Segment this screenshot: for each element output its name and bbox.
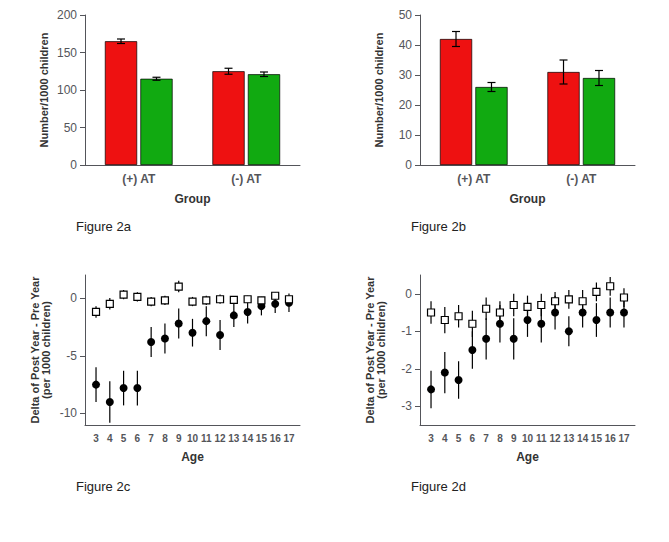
svg-text:Figure 2c: Figure 2c [76,479,131,494]
svg-text:(per 1000 children): (per 1000 children) [40,301,52,399]
svg-text:15: 15 [256,433,268,444]
svg-text:5: 5 [121,433,127,444]
svg-text:8: 8 [162,433,168,444]
svg-text:16: 16 [605,433,617,444]
svg-text:16: 16 [270,433,282,444]
svg-text:-1: -1 [401,324,412,338]
svg-text:20: 20 [399,98,413,112]
svg-text:Group: Group [175,192,211,206]
svg-text:Age: Age [181,450,204,464]
svg-text:150: 150 [57,46,77,60]
svg-text:50: 50 [64,121,78,135]
svg-text:(+) AT: (+) AT [122,172,156,186]
svg-text:Figure 2d: Figure 2d [411,479,466,494]
svg-text:9: 9 [176,433,182,444]
svg-text:-3: -3 [401,399,412,413]
svg-text:14: 14 [242,433,254,444]
svg-text:30: 30 [399,68,413,82]
svg-text:0: 0 [405,158,412,172]
svg-text:14: 14 [577,433,589,444]
svg-text:Figure 2a: Figure 2a [76,219,132,234]
svg-text:17: 17 [618,433,630,444]
svg-text:Number/1000 children: Number/1000 children [38,32,50,147]
svg-text:7: 7 [483,433,489,444]
svg-text:8: 8 [497,433,503,444]
svg-text:4: 4 [442,433,448,444]
svg-text:13: 13 [228,433,240,444]
svg-text:Delta of Post Year - Pre Year: Delta of Post Year - Pre Year [363,276,376,424]
svg-text:17: 17 [283,433,295,444]
svg-text:100: 100 [57,83,77,97]
svg-text:50: 50 [399,8,413,22]
svg-text:15: 15 [591,433,603,444]
svg-text:(-) AT: (-) AT [566,172,597,186]
svg-text:(-) AT: (-) AT [231,172,262,186]
svg-text:13: 13 [563,433,575,444]
svg-text:4: 4 [107,433,113,444]
svg-text:-5: -5 [66,349,77,363]
svg-text:11: 11 [201,433,212,444]
svg-text:Group: Group [510,192,546,206]
svg-text:Delta of Post Year - Pre Year: Delta of Post Year - Pre Year [28,276,41,424]
svg-text:10: 10 [522,433,534,444]
svg-text:Figure 2b: Figure 2b [411,219,466,234]
svg-text:40: 40 [399,38,413,52]
svg-text:0: 0 [70,291,77,305]
svg-text:3: 3 [428,433,434,444]
svg-text:9: 9 [511,433,517,444]
svg-text:Age: Age [516,450,539,464]
svg-text:11: 11 [536,433,547,444]
svg-text:0: 0 [405,287,412,301]
svg-text:12: 12 [215,433,227,444]
svg-text:7: 7 [148,433,154,444]
svg-text:3: 3 [93,433,99,444]
svg-text:10: 10 [399,128,413,142]
svg-text:0: 0 [70,158,77,172]
svg-text:(per 1000 children): (per 1000 children) [375,301,387,399]
svg-text:12: 12 [550,433,562,444]
svg-text:-2: -2 [401,362,412,376]
svg-text:-10: -10 [60,406,78,420]
svg-text:6: 6 [135,433,141,444]
svg-text:5: 5 [456,433,462,444]
svg-text:Number/1000 children: Number/1000 children [373,32,385,147]
svg-text:6: 6 [470,433,476,444]
svg-text:200: 200 [57,8,77,22]
svg-text:10: 10 [187,433,199,444]
svg-text:(+) AT: (+) AT [457,172,491,186]
